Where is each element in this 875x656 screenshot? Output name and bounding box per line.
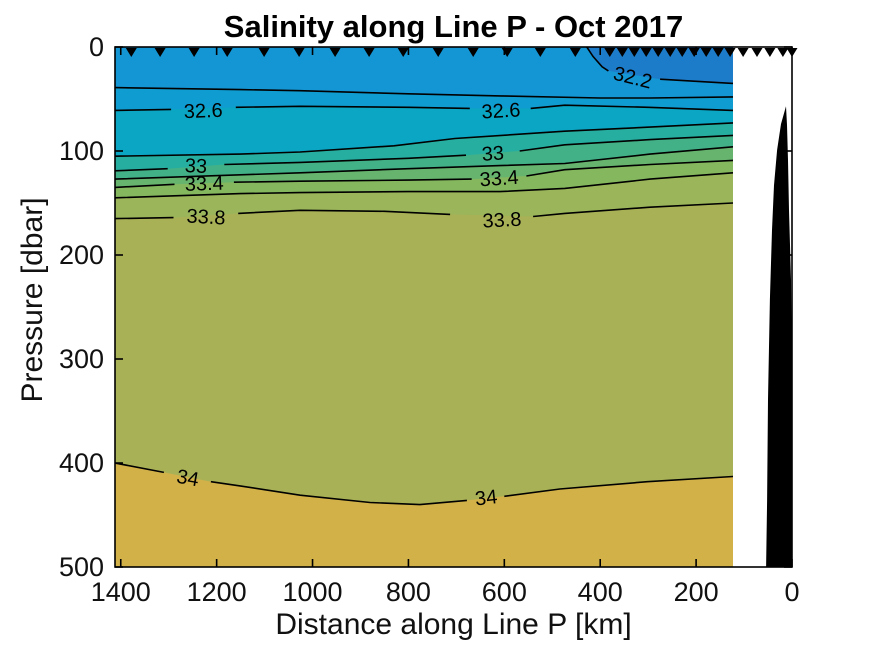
station-marker: [786, 48, 798, 57]
contour-line-34: [210, 480, 467, 506]
station-marker: [616, 48, 628, 57]
contour-line-32.2: [660, 78, 734, 85]
x-tick-label: 1000: [282, 577, 342, 607]
station-marker: [777, 48, 789, 57]
contour-line-32.4: [115, 86, 734, 99]
station-marker: [125, 48, 137, 57]
contour-line-32.6: [235, 105, 470, 110]
station-marker: [154, 48, 166, 57]
station-marker: [221, 48, 233, 57]
contour-line-33.8: [115, 216, 174, 220]
contour-line-32.6: [530, 104, 734, 112]
band-above-32.2: [586, 47, 733, 84]
station-marker: [569, 48, 581, 57]
station-marker: [676, 48, 688, 57]
contour-label-33.4: 33.4: [479, 167, 519, 192]
y-tick-label: 200: [59, 240, 104, 270]
contour-line-33.4: [526, 159, 734, 177]
contour-line-34: [504, 475, 734, 498]
y-tick-label: 500: [59, 552, 104, 582]
x-tick-label: 400: [578, 577, 623, 607]
contour-line-32.8: [115, 122, 734, 157]
station-marker: [688, 48, 700, 57]
station-marker: [293, 48, 305, 57]
station-marker: [737, 48, 749, 57]
station-marker: [764, 48, 776, 57]
x-tick-label: 1200: [187, 577, 247, 607]
station-marker: [432, 48, 444, 57]
x-axis-label: Distance along Line P [km]: [275, 608, 632, 641]
station-marker: [640, 48, 652, 57]
contour-line-33: [224, 154, 467, 166]
station-marker: [628, 48, 640, 57]
station-marker: [467, 48, 479, 57]
contour-line-33.2: [115, 146, 734, 180]
contour-label-34: 34: [474, 486, 498, 510]
station-marker: [700, 48, 712, 57]
plot-frame: [114, 46, 793, 568]
band-below-33.8: [115, 203, 733, 567]
station-marker: [258, 48, 270, 57]
station-marker: [329, 48, 341, 57]
y-tick-label: 300: [59, 344, 104, 374]
contour-label-33.8: 33.8: [186, 206, 226, 230]
x-tick-label: 0: [784, 577, 799, 607]
y-tick-label: 0: [89, 32, 104, 62]
station-marker: [534, 48, 546, 57]
x-tick-label: 200: [674, 577, 719, 607]
contour-line-33.8: [533, 202, 734, 218]
contour-line-32.6: [115, 108, 172, 112]
x-tick-label: 600: [482, 577, 527, 607]
station-marker: [724, 48, 736, 57]
contour-line-33.4: [115, 183, 175, 189]
station-marker: [652, 48, 664, 57]
contour-line-33.4: [233, 178, 472, 183]
contour-fill-layer: [115, 47, 734, 567]
contour-label-32.6: 32.6: [481, 99, 521, 123]
contour-label-33: 33: [481, 142, 505, 165]
station-marker: [712, 48, 724, 57]
contour-line-33: [519, 134, 734, 152]
contour-label-33.8: 33.8: [482, 209, 522, 233]
station-marker: [363, 48, 375, 57]
contour-line-34: [115, 462, 165, 474]
bathymetry-silhouette: [766, 106, 792, 568]
contour-label-33: 33: [184, 155, 207, 178]
station-marker: [397, 48, 409, 57]
station-marker: [188, 48, 200, 57]
band-below-34: [115, 463, 733, 567]
station-marker: [604, 48, 616, 57]
chart-title: Salinity along Line P - Oct 2017: [223, 9, 684, 44]
contour-line-33.6: [115, 172, 734, 199]
x-tick-label: 1400: [91, 577, 151, 607]
station-marker: [751, 48, 763, 57]
contour-line-32.2: [586, 47, 609, 72]
station-marker: [664, 48, 676, 57]
contour-label-34: 34: [175, 466, 201, 492]
station-marker: [501, 48, 513, 57]
contour-label-33.4: 33.4: [184, 173, 224, 196]
contour-label-32.6: 32.6: [183, 100, 223, 123]
y-tick-label: 400: [59, 448, 104, 478]
x-tick-label: 800: [386, 577, 431, 607]
contour-line-33.8: [238, 209, 451, 216]
contour-line-33: [115, 167, 168, 172]
y-tick-label: 100: [59, 136, 104, 166]
